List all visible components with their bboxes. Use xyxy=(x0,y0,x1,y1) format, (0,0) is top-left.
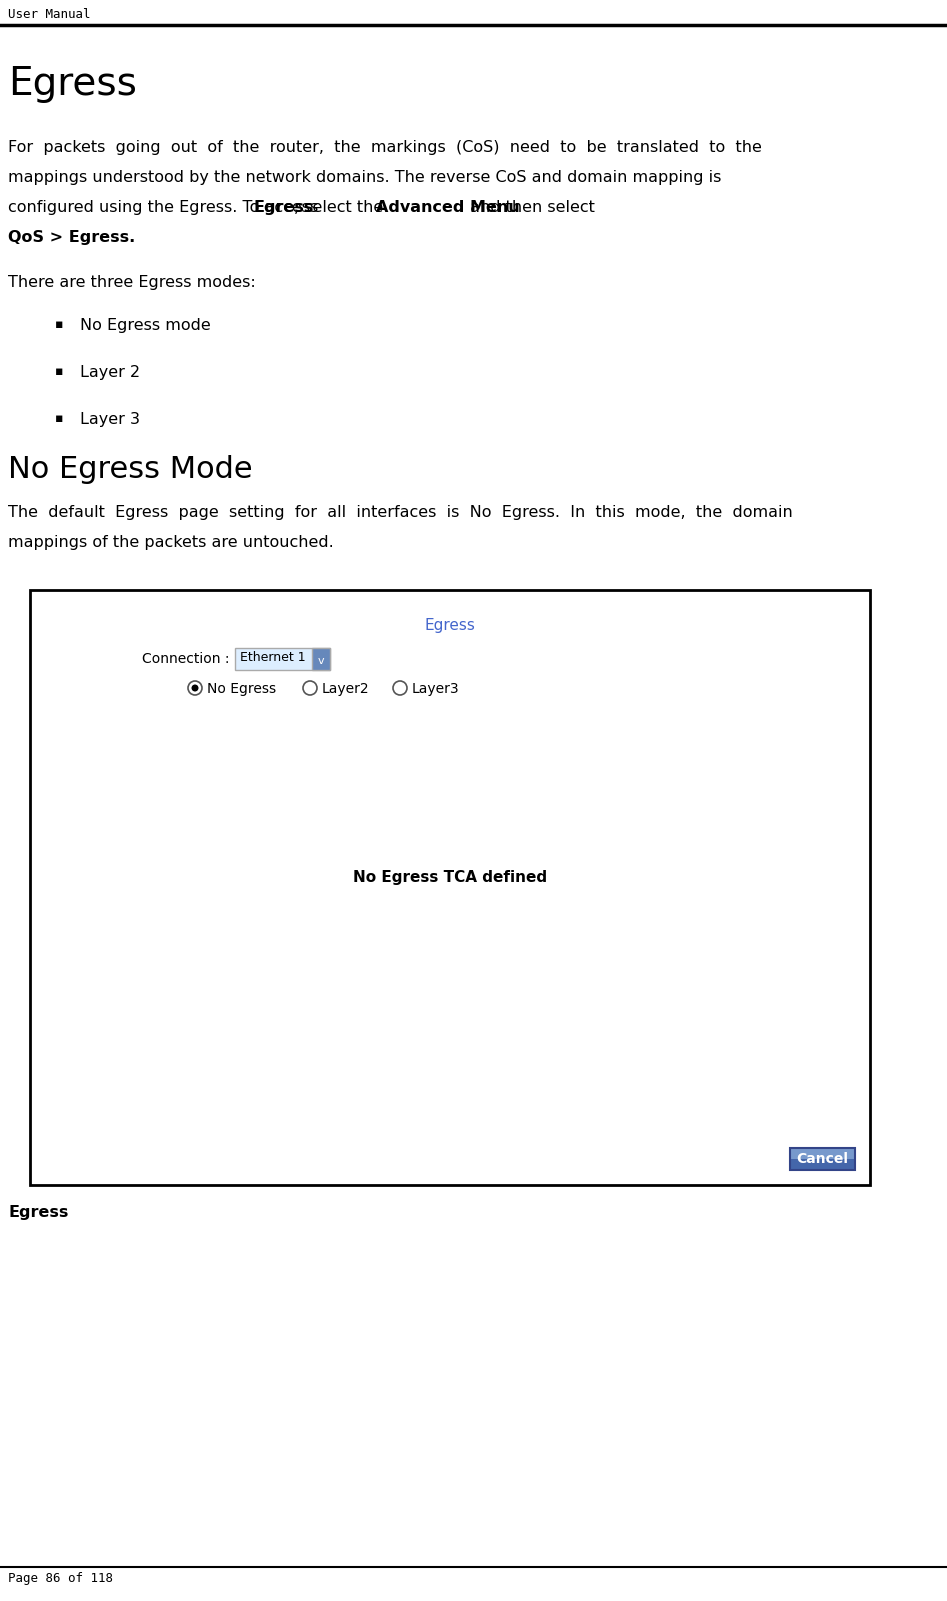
Text: Egress: Egress xyxy=(8,66,137,102)
Text: No Egress: No Egress xyxy=(207,682,277,696)
Text: Advanced Menu: Advanced Menu xyxy=(376,200,520,215)
FancyBboxPatch shape xyxy=(30,591,870,1185)
Text: Layer3: Layer3 xyxy=(412,682,459,696)
Text: User Manual: User Manual xyxy=(8,8,91,21)
Text: No Egress Mode: No Egress Mode xyxy=(8,455,253,484)
Text: configured using the Egress. To access: configured using the Egress. To access xyxy=(8,200,323,215)
Text: Page 86 of 118: Page 86 of 118 xyxy=(8,1572,113,1585)
Text: and then select: and then select xyxy=(465,200,595,215)
Text: ▪: ▪ xyxy=(55,411,63,424)
Text: , select the: , select the xyxy=(295,200,389,215)
Text: Egress: Egress xyxy=(424,618,475,632)
Text: QoS > Egress.: QoS > Egress. xyxy=(8,231,135,245)
Text: The  default  Egress  page  setting  for  all  interfaces  is  No  Egress.  In  : The default Egress page setting for all … xyxy=(8,504,793,520)
Text: ▪: ▪ xyxy=(55,319,63,331)
FancyBboxPatch shape xyxy=(790,1148,855,1159)
Text: For  packets  going  out  of  the  router,  the  markings  (CoS)  need  to  be  : For packets going out of the router, the… xyxy=(8,139,762,155)
Text: Layer 2: Layer 2 xyxy=(80,365,140,379)
Circle shape xyxy=(191,685,199,692)
FancyBboxPatch shape xyxy=(312,648,330,669)
Text: mappings of the packets are untouched.: mappings of the packets are untouched. xyxy=(8,535,333,551)
Text: Egress: Egress xyxy=(8,1206,68,1220)
Text: mappings understood by the network domains. The reverse CoS and domain mapping i: mappings understood by the network domai… xyxy=(8,170,722,186)
Text: Cancel: Cancel xyxy=(796,1153,849,1166)
Text: Layer2: Layer2 xyxy=(322,682,369,696)
Text: No Egress mode: No Egress mode xyxy=(80,319,211,333)
Text: Connection :: Connection : xyxy=(142,652,230,666)
FancyBboxPatch shape xyxy=(235,648,330,669)
Text: There are three Egress modes:: There are three Egress modes: xyxy=(8,275,256,290)
FancyBboxPatch shape xyxy=(790,1159,855,1170)
Text: v: v xyxy=(317,656,324,666)
Text: Layer 3: Layer 3 xyxy=(80,411,140,427)
Text: Egress: Egress xyxy=(254,200,314,215)
Text: No Egress TCA defined: No Egress TCA defined xyxy=(353,869,547,885)
Text: Ethernet 1: Ethernet 1 xyxy=(240,652,306,664)
Text: ▪: ▪ xyxy=(55,365,63,378)
